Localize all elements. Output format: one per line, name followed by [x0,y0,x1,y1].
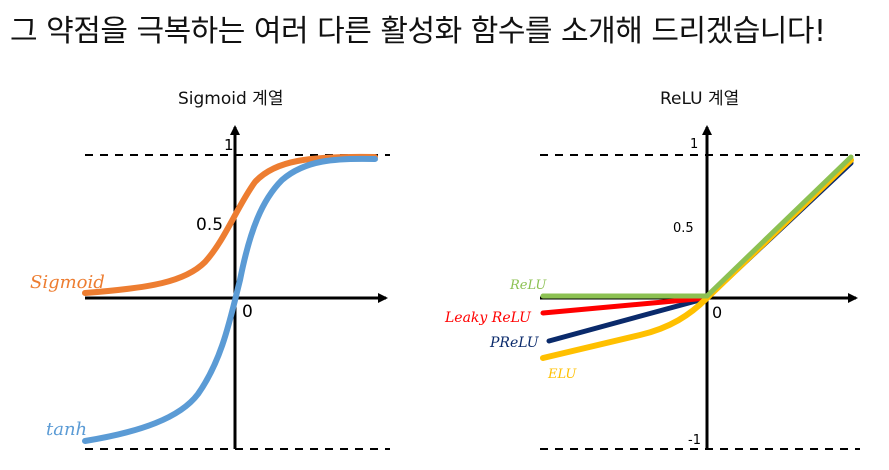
sigmoid-curve-label: Sigmoid [30,272,105,293]
relu-curve-label: ReLU [509,278,547,293]
leaky-relu-curve-label: Leaky ReLU [444,310,532,326]
relu-tick-half: 0.5 [673,221,694,236]
prelu-curve-label: PReLU [489,335,540,351]
elu-curve [540,157,854,361]
tanh-curve [82,155,378,444]
relu-origin-label: 0 [712,303,722,322]
leaky-relu-curve [540,295,710,316]
sigmoid-tick-one: 1 [224,136,234,154]
tanh-curve-label: tanh [46,419,87,440]
elu-curve-label: ELU [547,367,577,382]
relu-tick-neg-one: -1 [688,433,701,448]
sigmoid-tick-half: 0.5 [196,215,223,235]
relu-panel: 1 0.5 -1 0 ReLU Leaky ReLU PReLU ELU [444,125,860,450]
sigmoid-panel: 1 0.5 0 Sigmoid tanh [30,125,390,450]
sigmoid-curve [82,153,378,296]
page-headline: 그 약점을 극복하는 여러 다른 활성화 함수를 소개해 드리겠습니다! [10,14,826,49]
prelu-curve [546,160,854,344]
sigmoid-panel-title: Sigmoid 계열 [178,89,284,109]
relu-panel-title: ReLU 계열 [660,89,740,109]
relu-tick-one: 1 [690,137,698,152]
relu-curve [540,154,854,299]
sigmoid-origin-label: 0 [242,302,253,322]
